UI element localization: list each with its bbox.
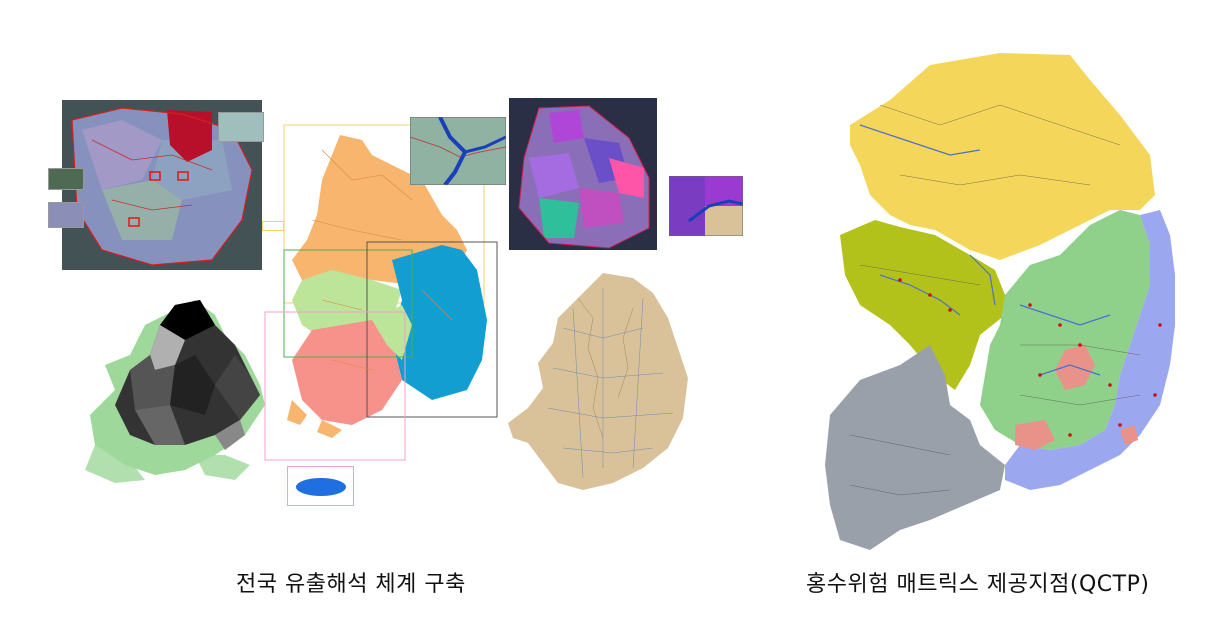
- jeju-inset-box: [287, 466, 354, 506]
- caption-left: 전국 유출해석 체계 구축: [236, 572, 466, 597]
- flood-risk-region-map: [825, 53, 1175, 550]
- inset-thumbnail: [218, 112, 264, 142]
- connector-box: [262, 221, 284, 231]
- river-inset-map: [410, 117, 506, 185]
- inset-thumbnail: [48, 202, 84, 228]
- tan-basin-map: [508, 273, 688, 490]
- inset-thumbnail: [48, 168, 84, 190]
- grayscale-basin-map: [85, 300, 265, 483]
- purple-inset-map: [669, 176, 743, 236]
- korea-watershed-map: [264, 124, 498, 461]
- purple-basin-map: [509, 98, 657, 250]
- caption-right: 홍수위험 매트릭스 제공지점(QCTP): [806, 572, 1150, 597]
